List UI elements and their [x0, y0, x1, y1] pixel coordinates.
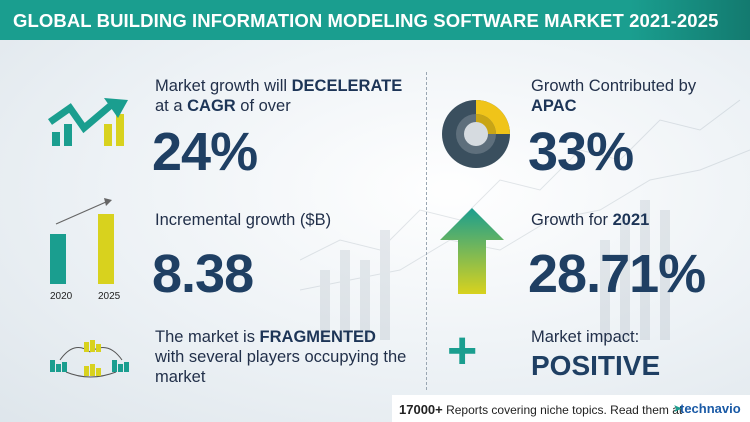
- cagr-line2-prefix: at a: [155, 97, 188, 115]
- cagr-prefix: Market growth will: [155, 77, 292, 95]
- cagr-value: 24%: [152, 122, 258, 182]
- fragmented-prefix: The market is: [155, 328, 260, 346]
- apac-label: Growth Contributed by: [531, 77, 697, 95]
- apac-region: APAC: [531, 97, 577, 115]
- technavio-logo-icon: ➤: [673, 403, 683, 415]
- footer-count: 17000+: [399, 402, 443, 417]
- growth2021-value: 28.71%: [528, 244, 706, 304]
- plus-icon: +: [447, 322, 478, 380]
- fragmented-label-line2: with several players occupying the: [155, 348, 407, 366]
- footer-message: Reports covering niche topics. Read them…: [442, 403, 683, 417]
- trend-chart-icon: [48, 98, 128, 146]
- fragmented-label-line1: The market is FRAGMENTED: [155, 327, 376, 347]
- cagr-label-line1: Market growth will DECELERATE: [155, 76, 402, 96]
- background-graph-decoration: [300, 99, 750, 340]
- cagr-label-line2: at a CAGR of over: [155, 96, 291, 116]
- impact-value: POSITIVE: [531, 350, 661, 381]
- title-bar-accent: [630, 0, 750, 40]
- footer-banner: [392, 395, 750, 422]
- year-start-label: 2020: [50, 291, 73, 302]
- fragmented-players-icon: [50, 340, 129, 378]
- title-bar: [0, 0, 750, 40]
- year-end-label: 2025: [98, 291, 121, 302]
- technavio-brand-link[interactable]: technavio: [680, 401, 741, 416]
- fragmented-label-line3: market: [155, 368, 206, 386]
- page-title: GLOBAL BUILDING INFORMATION MODELING SOF…: [13, 10, 719, 31]
- bar-growth-icon: [50, 198, 114, 284]
- impact-label: Market impact:: [531, 328, 640, 346]
- apac-value: 33%: [528, 122, 634, 182]
- up-arrow-icon: [440, 208, 504, 294]
- incremental-value: 8.38: [152, 244, 254, 304]
- growth2021-label: Growth for: [531, 211, 613, 229]
- incremental-label: Incremental growth ($B): [155, 211, 332, 229]
- growth2021-year: 2021: [612, 211, 650, 229]
- column-divider: [426, 72, 427, 390]
- donut-chart-icon: [442, 100, 510, 168]
- cagr-highlight: DECELERATE: [291, 77, 403, 95]
- growth2021-label-line: Growth for 2021: [531, 210, 649, 230]
- cagr-line2-highlight: CAGR: [187, 97, 236, 115]
- cagr-line2-suffix: of over: [235, 97, 291, 115]
- fragmented-highlight: FRAGMENTED: [259, 328, 376, 346]
- footer-text: 17000+ Reports covering niche topics. Re…: [399, 402, 682, 417]
